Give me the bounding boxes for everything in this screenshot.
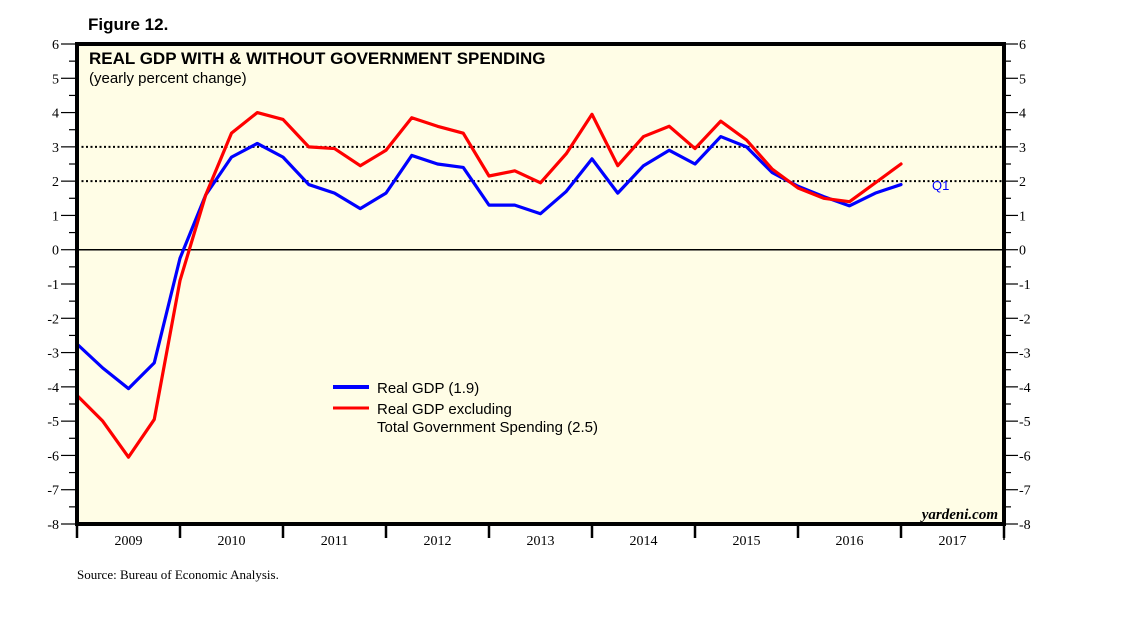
x-tick-label: 2015 [733, 534, 761, 549]
y-tick-label-left: -6 [47, 449, 59, 464]
end-label-q1: Q1 [932, 178, 949, 193]
watermark: yardeni.com [920, 507, 998, 523]
y-tick-label-right: -4 [1019, 381, 1031, 396]
figure-label: Figure 12. [88, 15, 168, 34]
y-tick-label-left: -1 [47, 278, 59, 293]
y-tick-label-left: -3 [47, 347, 59, 362]
y-tick-label-left: 6 [52, 38, 59, 53]
y-tick-label-left: 1 [52, 209, 59, 224]
y-tick-label-right: 4 [1019, 107, 1026, 122]
x-tick-label: 2011 [321, 534, 348, 549]
y-tick-label-right: 2 [1019, 175, 1026, 190]
x-tick-label: 2009 [115, 534, 143, 549]
source-note: Source: Bureau of Economic Analysis. [77, 567, 279, 582]
y-tick-label-left: 3 [52, 141, 59, 156]
plot-area [77, 44, 1004, 524]
y-tick-label-right: -3 [1019, 347, 1031, 362]
y-tick-label-right: 6 [1019, 38, 1026, 53]
y-tick-label-right: -7 [1019, 484, 1031, 499]
x-tick-label: 2017 [939, 534, 967, 549]
y-tick-label-left: 2 [52, 175, 59, 190]
x-tick-label: 2013 [527, 534, 555, 549]
y-axis-left: 6 5 4 3 2 1 0 -1 -2 -3 -4 -5 -6 -7 -8 [47, 38, 77, 533]
x-axis: 2009 2010 2011 2012 2013 2014 2015 2016 2017 [75, 524, 1006, 549]
y-tick-label-right: -8 [1019, 518, 1031, 533]
y-tick-label-right: 1 [1019, 209, 1026, 224]
x-tick-label: 2014 [630, 534, 658, 549]
y-tick-label-left: -4 [47, 381, 59, 396]
y-tick-label-left: 4 [52, 107, 59, 122]
y-tick-label-left: 5 [52, 72, 59, 87]
y-tick-label-right: 5 [1019, 72, 1026, 87]
x-tick-label: 2012 [424, 534, 452, 549]
y-axis-right: 6 5 4 3 2 1 0 -1 -2 -3 -4 -5 -6 -7 -8 [1003, 38, 1031, 540]
legend-label-real-gdp: Real GDP (1.9) [377, 380, 479, 397]
legend-label-excl-gov-line1: Real GDP excluding [377, 401, 512, 418]
y-tick-label-left: -8 [47, 518, 59, 533]
legend: Real GDP (1.9) Real GDP excluding Total … [333, 380, 598, 436]
y-tick-label-left: -7 [47, 484, 59, 499]
y-tick-label-left: -5 [47, 415, 59, 430]
chart-title: REAL GDP WITH & WITHOUT GOVERNMENT SPEND… [89, 49, 546, 68]
y-tick-label-left: -2 [47, 312, 59, 327]
x-tick-label: 2010 [218, 534, 246, 549]
y-tick-label-right: -2 [1019, 312, 1031, 327]
y-tick-label-right: -6 [1019, 449, 1031, 464]
chart-subtitle: (yearly percent change) [89, 70, 247, 87]
legend-label-excl-gov-line2: Total Government Spending (2.5) [377, 419, 598, 436]
y-tick-label-right: 0 [1019, 244, 1026, 259]
y-tick-label-left: 0 [52, 244, 59, 259]
y-tick-label-right: 3 [1019, 141, 1026, 156]
y-tick-label-right: -5 [1019, 415, 1031, 430]
x-tick-label: 2016 [836, 534, 864, 549]
y-tick-label-right: -1 [1019, 278, 1031, 293]
